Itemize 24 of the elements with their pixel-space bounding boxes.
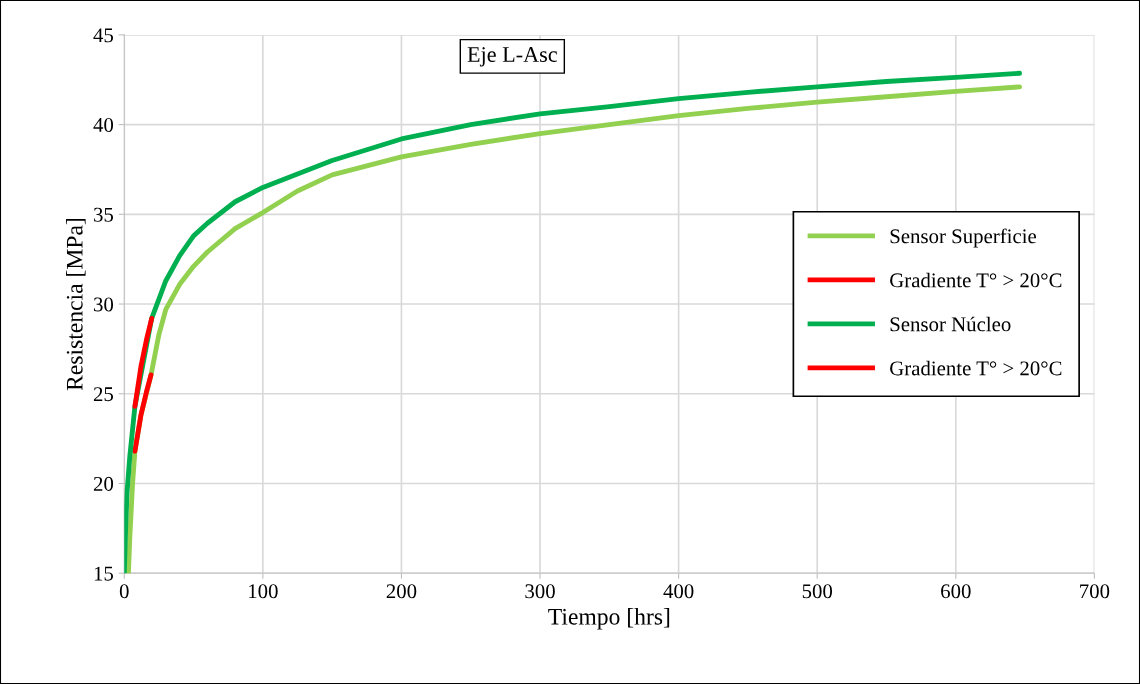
x-tick-label: 200 [386,584,417,599]
x-tick-label: 700 [1080,584,1110,599]
y-tick-label: 35 [94,207,114,222]
y-tick-label: 25 [93,387,114,402]
y-tick-label: 15 [94,566,114,581]
y-axis-title: Resistencia [MPa] [66,218,86,391]
legend-label: Gradiente T° > 20°C [890,360,1062,376]
legend-label: Sensor Núcleo [890,316,1011,332]
y-tick-label: 20 [93,476,114,491]
legend-label: Sensor Superficie [890,228,1037,248]
chart-title: Eje L-Asc [467,47,557,67]
line-series [132,315,155,409]
x-tick-label: 300 [525,584,555,599]
x-tick-label: 100 [249,584,278,599]
legend-label: Gradiente T° > 20°C [890,272,1062,288]
y-tick-label: 30 [94,297,114,312]
x-tick-label: 0 [119,584,129,599]
x-tick-label: 500 [802,584,833,599]
line-series [132,372,154,454]
y-tick-label: 45 [93,28,114,43]
x-tick-label: 600 [941,584,971,599]
y-tick-label: 40 [93,117,114,133]
x-tick-label: 400 [663,584,694,599]
x-axis-title: Tiempo [hrs] [548,608,670,630]
